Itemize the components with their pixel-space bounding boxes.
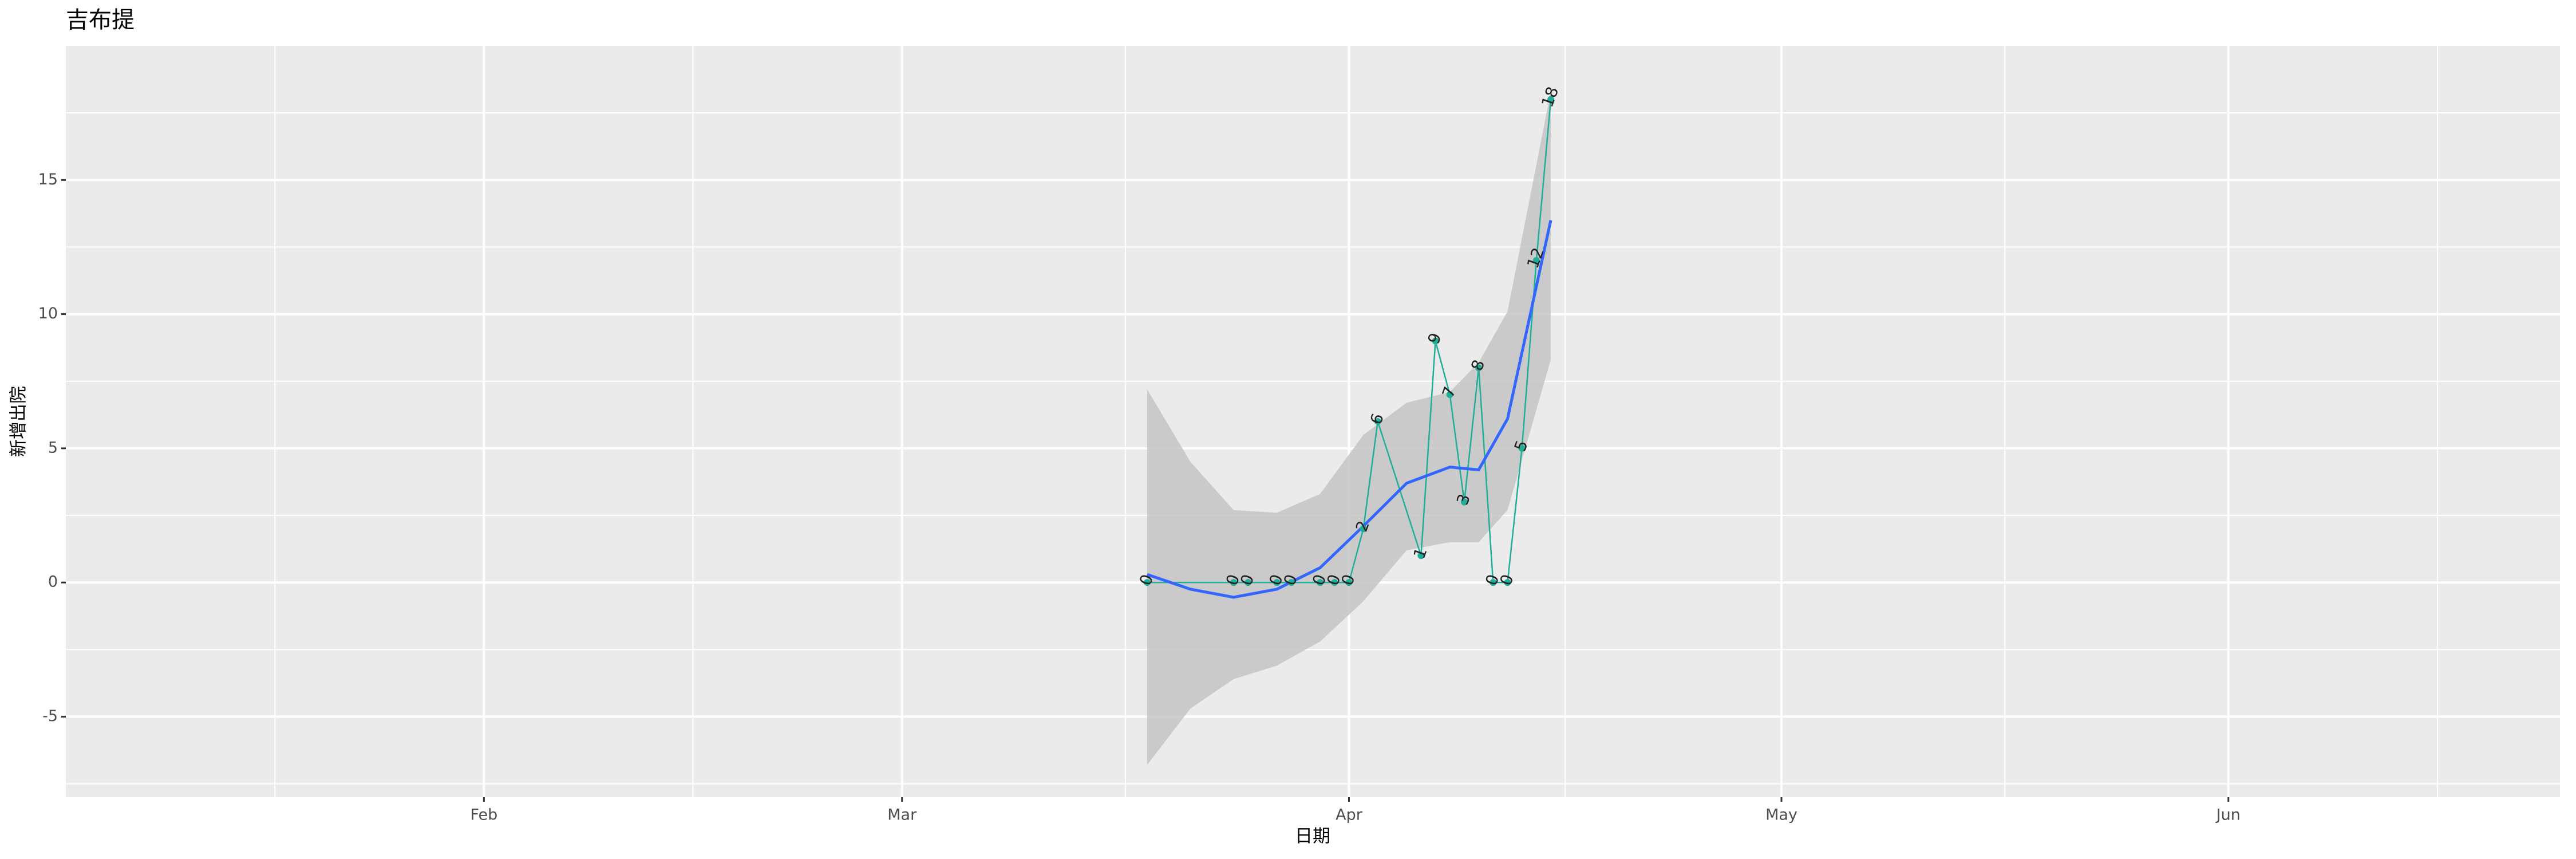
y-tick-label: 15 — [38, 171, 58, 188]
data-point — [1446, 391, 1453, 399]
data-point — [1547, 96, 1555, 103]
x-tick-label: Feb — [470, 806, 497, 824]
x-tick-label: May — [1765, 806, 1797, 824]
data-point — [1417, 552, 1425, 559]
x-tick-label: Jun — [2215, 806, 2241, 824]
data-point — [1360, 525, 1367, 533]
x-axis-label: 日期 — [1295, 826, 1330, 847]
data-point — [1518, 444, 1526, 452]
y-axis-label: 新增出院 — [9, 386, 29, 457]
data-point — [1374, 418, 1381, 425]
chart-title: 吉布提 — [66, 7, 135, 33]
data-point — [1432, 337, 1439, 345]
y-tick-label: 10 — [38, 305, 58, 322]
data-point — [1244, 579, 1252, 586]
data-point — [1273, 579, 1281, 586]
y-tick-label: -5 — [42, 707, 58, 725]
y-tick-label: 5 — [48, 439, 58, 456]
data-point — [1475, 364, 1483, 372]
data-point — [1230, 579, 1237, 586]
data-point — [1331, 579, 1338, 586]
data-point — [1504, 579, 1511, 586]
x-tick-label: Apr — [1336, 806, 1363, 824]
data-point — [1490, 579, 1497, 586]
y-tick-label: 0 — [48, 573, 58, 591]
data-point — [1143, 579, 1151, 586]
data-point — [1287, 579, 1295, 586]
panel — [66, 46, 2560, 797]
data-point — [1317, 579, 1324, 586]
data-point — [1345, 579, 1353, 586]
confidence-band — [1147, 91, 1551, 765]
data-point — [1460, 498, 1468, 506]
x-tick-label: Mar — [887, 806, 917, 824]
data-point — [1532, 257, 1540, 264]
